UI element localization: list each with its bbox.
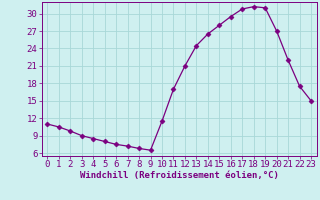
X-axis label: Windchill (Refroidissement éolien,°C): Windchill (Refroidissement éolien,°C) <box>80 171 279 180</box>
